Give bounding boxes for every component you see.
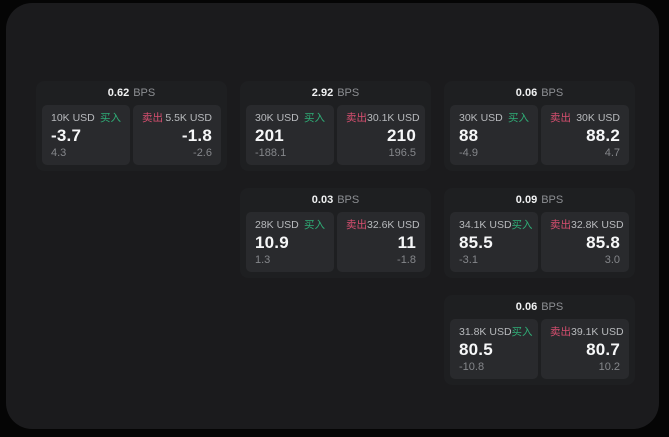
sell-panel[interactable]: 卖出 5.5K USD -1.8 -2.6	[133, 105, 221, 165]
sell-volume: 30.1K USD	[367, 112, 420, 124]
sell-side-label: 卖出	[550, 112, 571, 124]
buy-price: 10.9	[255, 232, 289, 252]
sell-volume: 30K USD	[576, 112, 620, 124]
sell-panel[interactable]: 卖出 32.6K USD 11 -1.8	[337, 212, 425, 272]
buy-price: 80.5	[459, 339, 493, 359]
quote-card-5: 0.06 BPS 31.8K USD 买入 80.5 -10.8 卖出 39.1K…	[444, 295, 635, 385]
buy-panel[interactable]: 34.1K USD 买入 85.5 -3.1	[450, 212, 538, 272]
buy-delta: -3.1	[459, 254, 478, 266]
sell-panel[interactable]: 卖出 30.1K USD 210 196.5	[337, 105, 425, 165]
quote-card-4: 0.09 BPS 34.1K USD 买入 85.5 -3.1 卖出 32.8K …	[444, 188, 635, 278]
buy-volume: 30K USD	[459, 112, 503, 124]
sell-delta: 196.5	[388, 147, 416, 159]
bps-header: 0.09 BPS	[450, 193, 629, 208]
sell-volume: 32.6K USD	[367, 219, 420, 231]
sell-price: 210	[387, 125, 416, 145]
quote-panels: 30K USD 买入 88 -4.9 卖出 30K USD 88.2 4.7	[450, 105, 629, 165]
bps-header: 0.06 BPS	[450, 86, 629, 101]
buy-price: 88	[459, 125, 479, 145]
buy-panel[interactable]: 31.8K USD 买入 80.5 -10.8	[450, 319, 538, 379]
sell-delta: 3.0	[604, 254, 620, 266]
sell-side-label: 卖出	[346, 112, 367, 124]
bps-value: 0.09	[515, 194, 538, 206]
quote-panels: 30K USD 买入 201 -188.1 卖出 30.1K USD 210 1…	[246, 105, 425, 165]
bps-header: 0.62 BPS	[42, 86, 221, 101]
quote-card-2: 0.06 BPS 30K USD 买入 88 -4.9 卖出 30K USD 88…	[444, 81, 635, 171]
buy-side-label: 买入	[508, 112, 529, 124]
sell-side-label: 卖出	[346, 219, 367, 231]
buy-volume: 28K USD	[255, 219, 299, 231]
bps-unit-label: BPS	[133, 87, 156, 99]
bps-value: 0.06	[515, 301, 538, 313]
buy-price: -3.7	[51, 125, 82, 145]
quote-card-1: 2.92 BPS 30K USD 买入 201 -188.1 卖出 30.1K U…	[240, 81, 431, 171]
sell-panel[interactable]: 卖出 30K USD 88.2 4.7	[541, 105, 629, 165]
sell-price: 80.7	[586, 339, 620, 359]
bps-header: 0.03 BPS	[246, 193, 425, 208]
buy-volume: 30K USD	[255, 112, 299, 124]
buy-price: 201	[255, 125, 284, 145]
bps-value: 2.92	[311, 87, 334, 99]
buy-volume: 34.1K USD	[459, 219, 512, 231]
bps-header: 2.92 BPS	[246, 86, 425, 101]
buy-delta: -10.8	[459, 361, 485, 373]
bps-value: 0.62	[107, 87, 130, 99]
sell-volume: 39.1K USD	[571, 326, 624, 338]
sell-side-label: 卖出	[550, 219, 571, 231]
quote-panels: 31.8K USD 买入 80.5 -10.8 卖出 39.1K USD 80.…	[450, 319, 629, 379]
sell-delta: -2.6	[193, 147, 212, 159]
sell-delta: -1.8	[397, 254, 416, 266]
sell-side-label: 卖出	[550, 326, 571, 338]
bps-unit-label: BPS	[541, 194, 564, 206]
sell-panel[interactable]: 卖出 32.8K USD 85.8 3.0	[541, 212, 629, 272]
buy-delta: 4.3	[51, 147, 67, 159]
buy-side-label: 买入	[511, 219, 533, 231]
buy-panel[interactable]: 30K USD 买入 88 -4.9	[450, 105, 538, 165]
buy-side-label: 买入	[100, 112, 121, 124]
sell-volume: 32.8K USD	[571, 219, 624, 231]
buy-panel[interactable]: 28K USD 买入 10.9 1.3	[246, 212, 334, 272]
quote-panels: 28K USD 买入 10.9 1.3 卖出 32.6K USD 11 -1.8	[246, 212, 425, 272]
bps-value: 0.06	[515, 87, 538, 99]
buy-panel[interactable]: 10K USD 买入 -3.7 4.3	[42, 105, 130, 165]
bps-unit-label: BPS	[541, 87, 564, 99]
buy-side-label: 买入	[304, 112, 325, 124]
sell-price: -1.8	[181, 125, 212, 145]
bps-value: 0.03	[311, 194, 334, 206]
quote-panels: 10K USD 买入 -3.7 4.3 卖出 5.5K USD -1.8 -2.…	[42, 105, 221, 165]
bps-header: 0.06 BPS	[450, 300, 629, 315]
buy-delta: -188.1	[255, 147, 287, 159]
buy-delta: -4.9	[459, 147, 478, 159]
sell-volume: 5.5K USD	[165, 112, 212, 124]
buy-side-label: 买入	[511, 326, 533, 338]
sell-price: 11	[397, 232, 416, 252]
sell-price: 88.2	[586, 125, 620, 145]
buy-price: 85.5	[459, 232, 493, 252]
sell-delta: 4.7	[604, 147, 620, 159]
sell-side-label: 卖出	[142, 112, 163, 124]
quote-card-3: 0.03 BPS 28K USD 买入 10.9 1.3 卖出 32.6K USD…	[240, 188, 431, 278]
buy-panel[interactable]: 30K USD 买入 201 -188.1	[246, 105, 334, 165]
bps-unit-label: BPS	[337, 87, 360, 99]
sell-panel[interactable]: 卖出 39.1K USD 80.7 10.2	[541, 319, 629, 379]
buy-volume: 10K USD	[51, 112, 95, 124]
bps-unit-label: BPS	[541, 301, 564, 313]
buy-volume: 31.8K USD	[459, 326, 512, 338]
quote-card-0: 0.62 BPS 10K USD 买入 -3.7 4.3 卖出 5.5K USD …	[36, 81, 227, 171]
quote-panels: 34.1K USD 买入 85.5 -3.1 卖出 32.8K USD 85.8…	[450, 212, 629, 272]
sell-price: 85.8	[586, 232, 620, 252]
bps-unit-label: BPS	[337, 194, 360, 206]
buy-delta: 1.3	[255, 254, 271, 266]
sell-delta: 10.2	[598, 361, 620, 373]
buy-side-label: 买入	[304, 219, 325, 231]
